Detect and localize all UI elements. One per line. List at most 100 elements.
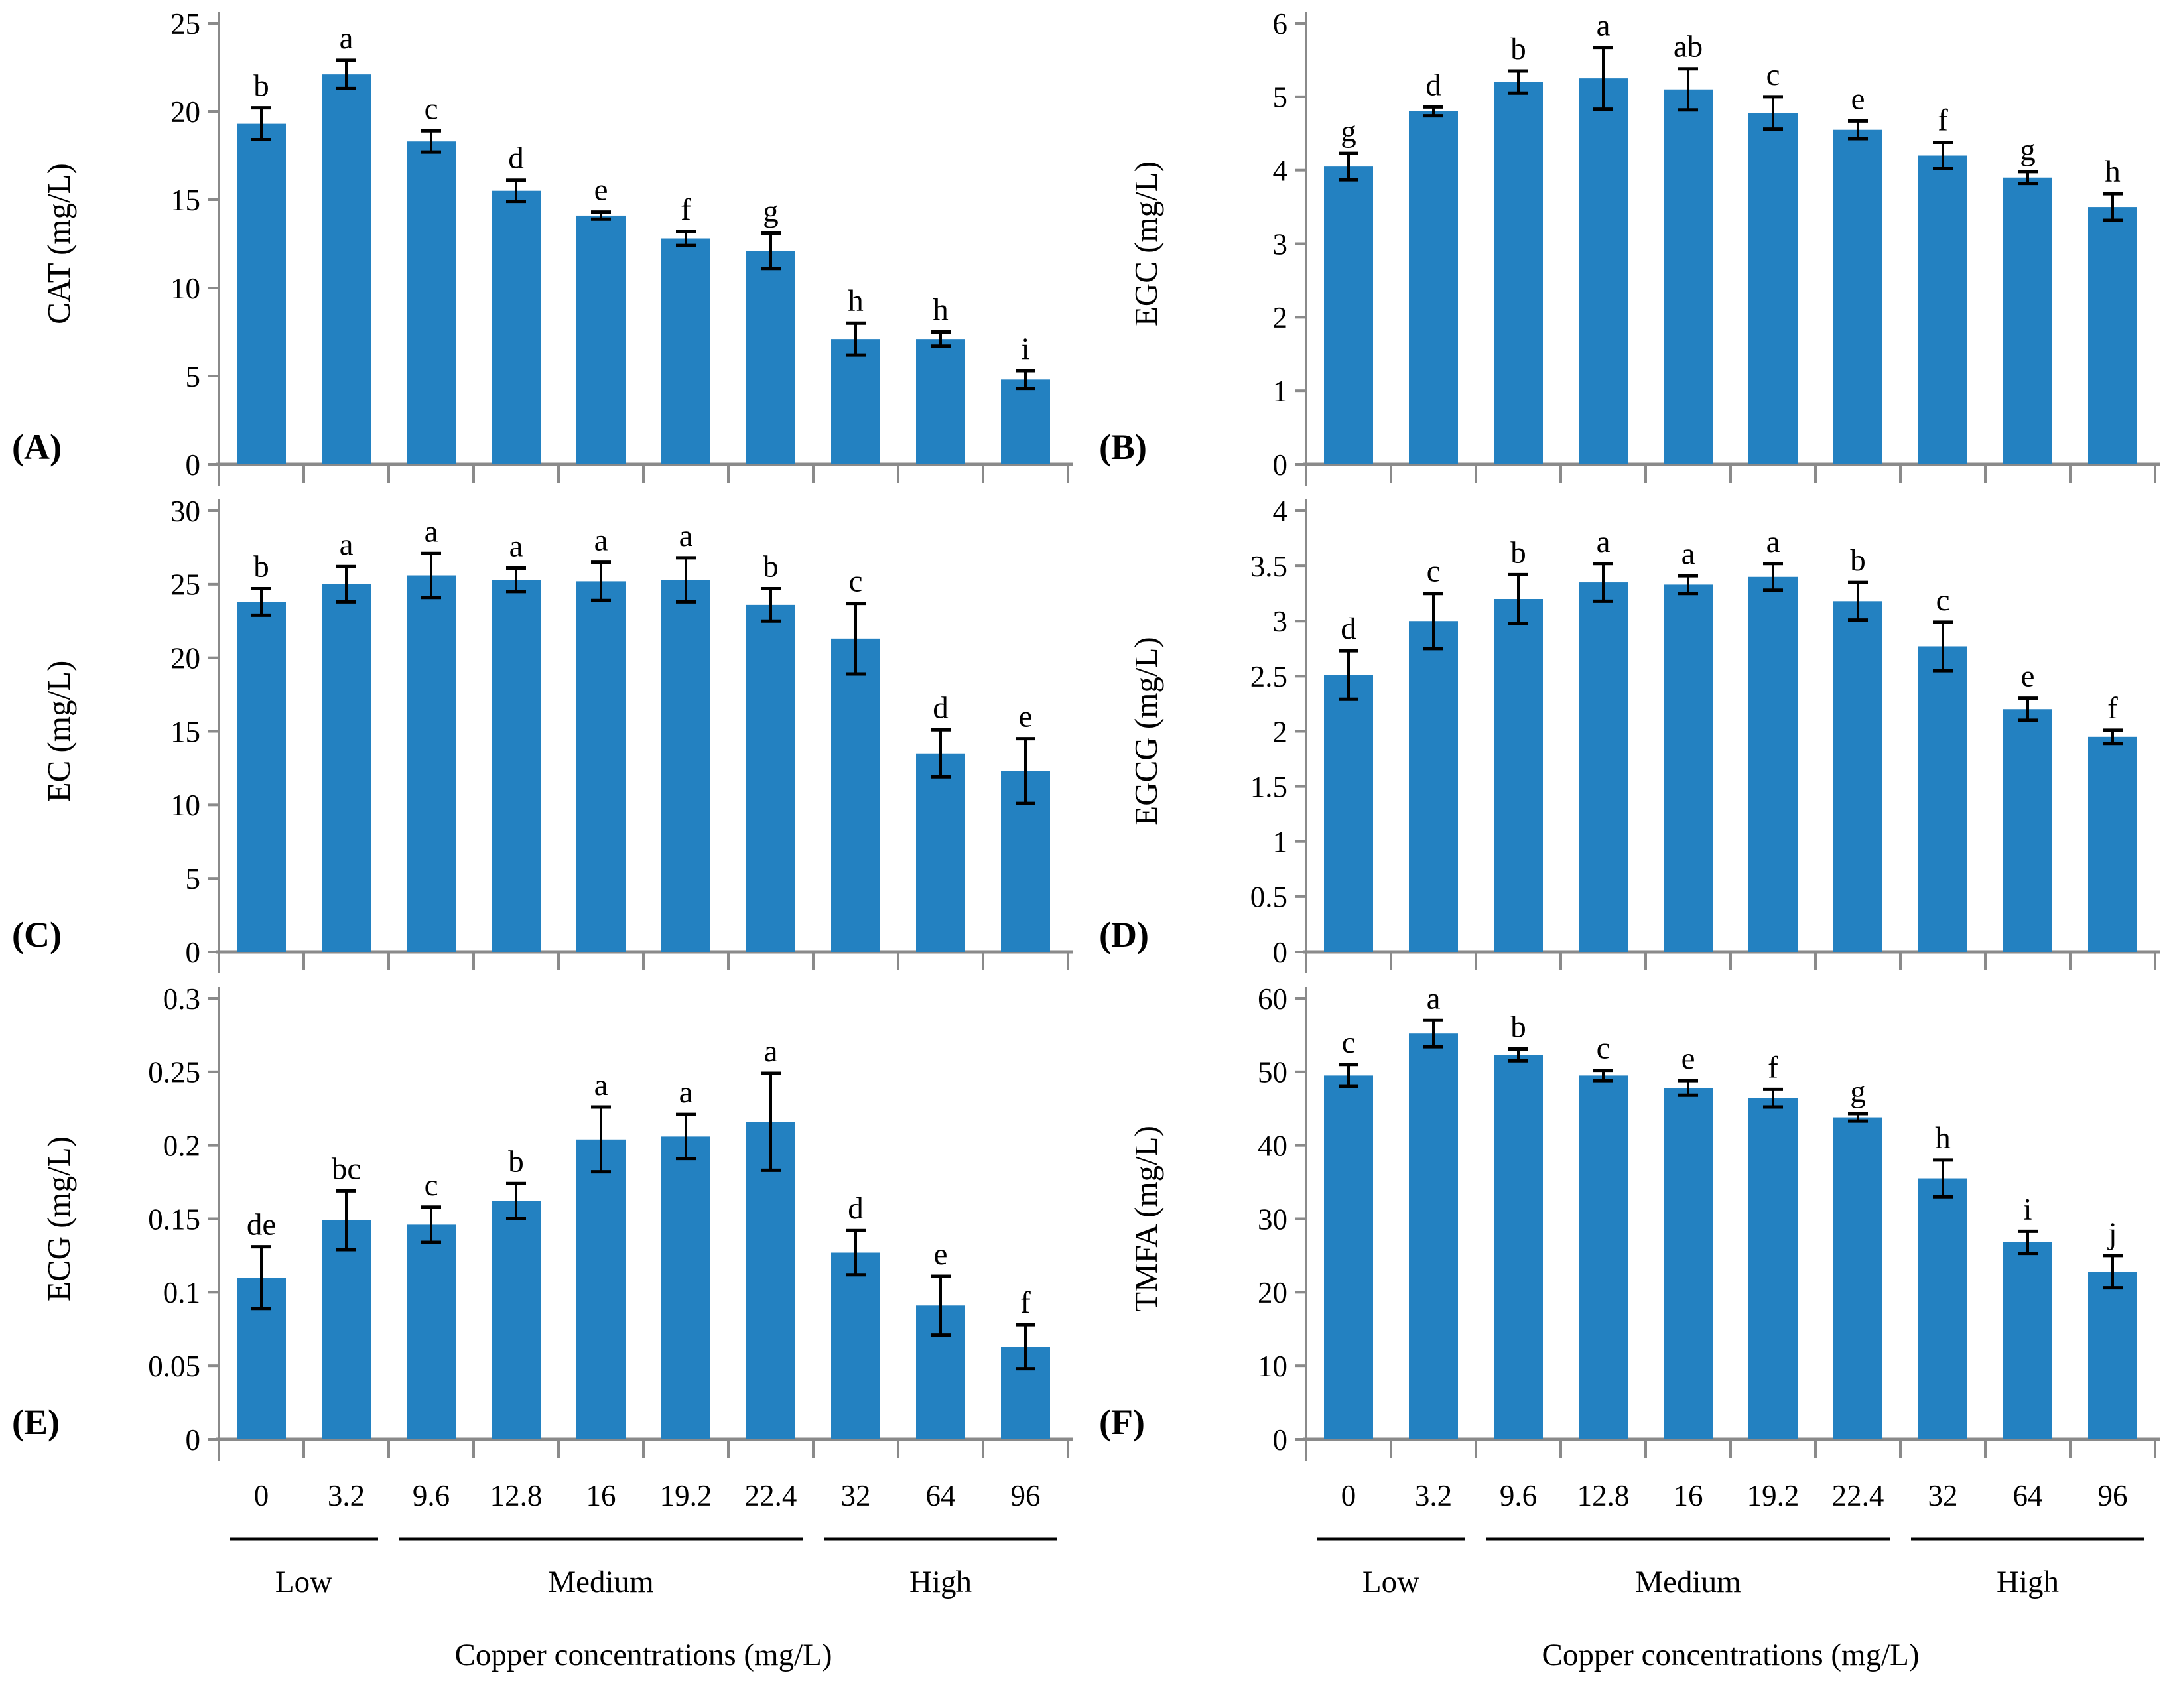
panel-B-chart: 0 1 2 3 4 5 6 g d b a ab c e f g h EGC (mg/L) (B) [1099,7,2160,486]
bar [1748,1098,1798,1439]
bar [1833,601,1882,952]
panel-C-chart: 0 5 10 15 20 25 30 b a a a a a b c d e EC (mg/L) (C) [12,495,1073,973]
bar [2003,1242,2052,1439]
significance-letter: e [934,1237,948,1272]
significance-letter: d [933,690,949,725]
panel-letter-label: (D) [1099,915,1149,954]
x-tick-label: 9.6 [413,1479,450,1512]
y-axis-label: EC (mg/L) [40,661,77,803]
y-axis-label: TMFA (mg/L) [1128,1126,1164,1312]
significance-letter: g [1341,114,1356,149]
significance-letter: a [340,527,354,562]
bar [916,339,965,464]
y-tick-label: 0.25 [148,1056,200,1089]
y-tick-label: 0.2 [163,1129,200,1162]
y-tick-label: 30 [1258,1203,1287,1236]
y-tick-label: 30 [170,495,200,528]
y-tick-label: 50 [1258,1056,1287,1089]
group-label: Medium [548,1565,653,1599]
significance-letter: i [2023,1192,2032,1226]
panel-A-chart: 0 5 10 15 20 25 b a c d e f g h h i CAT (mg/L) (A) [12,7,1073,486]
significance-letter: bc [332,1151,361,1186]
bar [407,575,456,952]
y-tick-label: 0.15 [148,1203,200,1236]
y-tick-label: 3.5 [1250,550,1287,583]
bar [407,141,456,464]
y-axis-label: CAT (mg/L) [40,163,77,324]
significance-letter: b [253,69,269,103]
bar [2088,1272,2137,1439]
x-tick-label: 12.8 [490,1479,543,1512]
bar [1324,675,1373,952]
significance-letter: c [849,564,863,599]
significance-letter: c [425,1168,438,1203]
bar [1409,111,1458,464]
bar [1579,1075,1628,1439]
significance-letter: a [1427,981,1441,1016]
y-tick-label: 1 [1273,375,1288,408]
significance-letter: b [1850,543,1866,578]
x-tick-label: 22.4 [745,1479,797,1512]
bar [322,74,371,464]
bar [576,581,626,952]
x-tick-label: 64 [2013,1479,2043,1512]
y-axis-label: EGCG (mg/L) [1128,637,1164,825]
significance-letter: c [1766,58,1780,92]
y-tick-label: 5 [1273,81,1288,114]
x-tick-label: 12.8 [1577,1479,1630,1512]
significance-letter: a [594,523,608,558]
y-tick-label: 0 [186,1423,201,1457]
y-tick-label: 10 [170,789,200,822]
bar [492,1201,541,1439]
y-tick-label: 1 [1273,826,1288,859]
y-tick-label: 1.5 [1250,770,1287,803]
bar [661,1136,710,1439]
significance-letter: e [594,173,608,208]
bar [1324,1075,1373,1439]
x-tick-label: 16 [586,1479,616,1512]
panel-F-cell: 0 10 20 30 40 50 60 c a b c e f g h i j TMFA (mg/L) (F) 0 3.… [1087,975,2175,1708]
significance-letter: b [1510,535,1526,570]
x-tick-label: 19.2 [1747,1479,1800,1512]
significance-letter: g [763,194,779,229]
significance-letter: f [1938,103,1948,138]
bar [746,1122,795,1439]
x-tick-label: 96 [1011,1479,1041,1512]
y-tick-label: 5 [186,360,201,393]
y-tick-label: 0.5 [1250,881,1287,914]
bar [831,339,880,464]
panel-A-cell: 0 5 10 15 20 25 b a c d e f g h h i CAT (mg/L) (A) [0,0,1087,488]
bar [492,190,541,464]
bar [1579,78,1628,464]
significance-letter: a [340,21,354,56]
significance-letter: c [1427,555,1441,589]
y-tick-label: 40 [1258,1129,1287,1162]
y-tick-label: 20 [170,641,200,675]
y-tick-label: 4 [1273,154,1288,187]
bar [407,1224,456,1439]
significance-letter: a [425,514,438,549]
bar [492,580,541,952]
significance-letter: b [763,549,779,584]
significance-letter: a [509,529,523,563]
panel-F-chart: 0 10 20 30 40 50 60 c a b c e f g h i j TMFA (mg/L) (F) 0 3.… [1099,981,2160,1672]
significance-letter: c [1342,1025,1356,1060]
group-label: Low [275,1565,332,1599]
y-tick-label: 15 [170,715,200,748]
y-tick-label: 10 [1258,1350,1287,1383]
bar [1918,155,1967,464]
bar [1409,621,1458,952]
significance-letter: g [1850,1075,1866,1109]
significance-letter: g [2020,133,2036,167]
significance-letter: c [1597,1031,1611,1066]
significance-letter: a [679,1075,693,1110]
significance-letter: a [679,519,693,553]
x-tick-label: 3.2 [1415,1479,1452,1512]
y-tick-label: 20 [1258,1276,1287,1309]
bar [1918,1178,1967,1439]
y-tick-label: 0 [1273,448,1288,482]
bar [1748,576,1798,952]
significance-letter: f [1020,1285,1031,1320]
